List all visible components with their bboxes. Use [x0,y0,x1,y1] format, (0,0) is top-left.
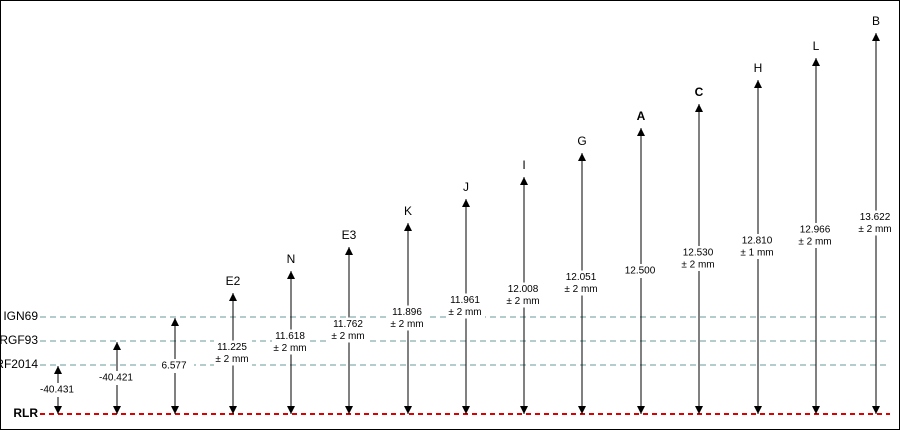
datum-label: ITRF2014 [0,357,38,371]
uncertainty-label: ± 2 mm [858,224,891,235]
value-label: 11.618 [275,331,305,342]
value-bg [622,264,660,278]
value-bg [330,317,368,343]
uncertainty-label: ± 2 mm [215,354,248,365]
value-bg [39,383,77,397]
value-label: 11.762 [333,319,363,330]
value-bg [857,210,895,236]
reference-label: RLR [13,406,38,420]
value-bg [214,340,252,366]
uncertainty-label: ± 2 mm [564,284,597,295]
value-label: -40.431 [40,385,74,396]
uncertainty-label: ± 2 mm [331,331,364,342]
value-bg [447,293,485,319]
value-label: 6.577 [161,361,186,372]
uncertainty-label: ± 2 mm [448,307,481,318]
datum-label: IGN69 [3,309,38,323]
value-bg [797,223,835,248]
marker-label: H [754,61,763,75]
marker-label: C [695,85,704,99]
marker-label: L [813,39,820,53]
value-bg [156,359,194,373]
value-label: 12.530 [683,248,714,259]
marker-label: E3 [342,228,357,242]
value-label: 12.500 [625,266,656,277]
value-bg [739,234,777,259]
marker-label: G [577,134,586,148]
marker-label: E2 [226,274,241,288]
value-label: 11.225 [217,342,247,353]
value-bg [98,371,136,385]
value-label: -40.421 [99,373,133,384]
marker-label: I [522,158,525,172]
value-bg [680,246,718,271]
value-bg [272,329,310,355]
uncertainty-label: ± 2 mm [273,343,306,354]
uncertainty-label: ± 2 mm [681,260,714,271]
uncertainty-label: ± 1 mm [740,248,773,259]
uncertainty-label: ± 2 mm [390,319,423,330]
value-bg [563,270,601,296]
value-label: 11.961 [450,295,480,306]
marker-label: J [463,180,469,194]
value-bg [505,282,543,308]
value-label: 12.810 [742,236,773,247]
marker-label: N [287,252,296,266]
marker-label: B [872,14,880,28]
value-label: 12.008 [508,284,539,295]
uncertainty-label: ± 2 mm [798,237,831,248]
value-bg [389,305,427,331]
marker-label: A [637,109,646,123]
value-label: 11.896 [392,307,422,318]
value-label: 13.622 [860,212,891,223]
value-label: 12.051 [566,272,597,283]
datum-label: RGF93 [0,333,38,347]
uncertainty-label: ± 2 mm [506,296,539,307]
marker-label: K [404,204,412,218]
value-label: 12.966 [800,225,831,236]
